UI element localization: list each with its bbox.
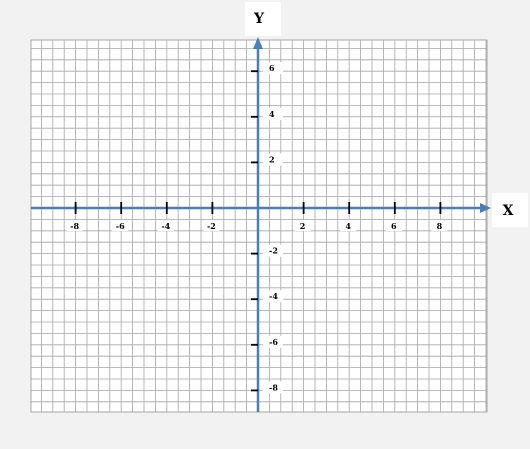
x-tick-label: 6 [391,221,397,231]
y-tick-label: 6 [269,63,275,73]
x-tick-label-box [385,220,402,231]
x-tick-label-box [157,220,174,231]
x-axis-arrowhead [480,203,491,213]
y-tick-label-box [263,381,283,394]
y-axis-arrowhead [253,37,263,49]
x-tick-label: 8 [437,221,443,231]
x-tick-label-box [340,220,357,231]
y-tick-label: -4 [269,291,278,301]
y-tick-label: -2 [269,246,278,256]
y-axis-label: Y [253,11,265,27]
y-axis-label-box [245,2,281,36]
y-tick-label: -8 [269,382,278,392]
x-tick-label: -2 [207,221,216,231]
y-tick-label-box [263,62,283,75]
label-backgrounds [245,2,528,227]
ticks [74,70,442,392]
y-tick-label: -6 [269,337,278,347]
y-tick-label-box [263,107,283,120]
x-tick-label: -8 [70,221,79,231]
x-axis-label-box [492,193,528,227]
x-tick-label: -6 [116,221,125,231]
y-tick-label-box [263,244,283,257]
x-tick-label-box [66,220,83,231]
x-tick-label: 4 [345,221,351,231]
x-tick-label-box [112,220,129,231]
x-tick-label: 2 [300,221,306,231]
y-tick-label-box [263,153,283,166]
x-tick-label-box [294,220,311,231]
y-tick-label-box [263,290,283,303]
x-tick-label: -4 [161,221,170,231]
y-tick-label: 2 [269,154,275,164]
x-tick-label-box [203,220,220,231]
y-tick-label-box [263,335,283,348]
x-axis-label: X [503,203,514,219]
x-tick-label-box [431,220,448,231]
y-tick-label: 4 [269,109,275,119]
tick-labels: -8 -6 -4 -2 2 4 6 8 -8 -6 -4 -2 2 4 6 X Y [66,11,514,394]
axes [31,37,491,412]
